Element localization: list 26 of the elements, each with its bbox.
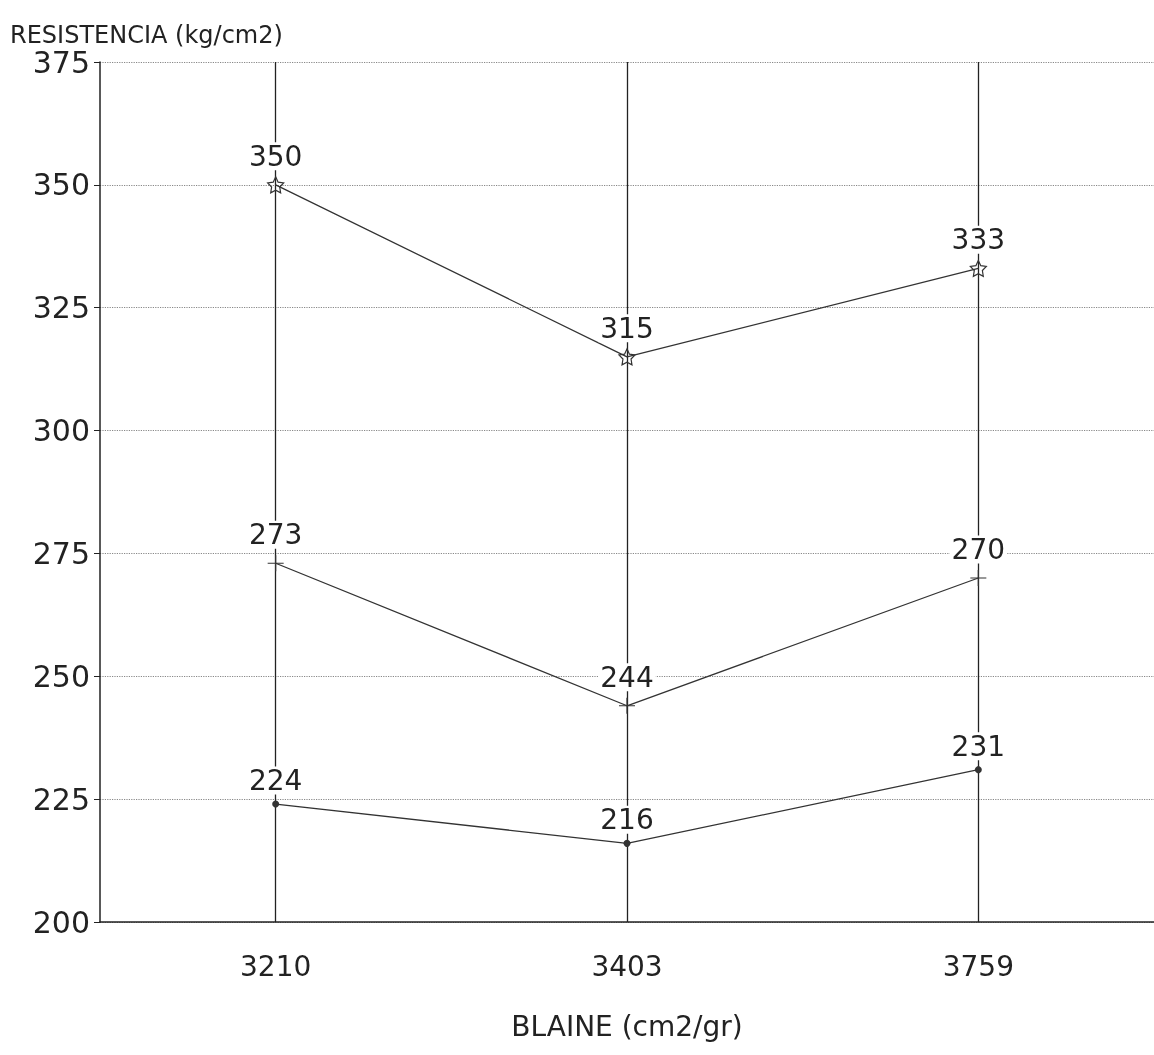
y-tick-label: 300 [32,413,90,449]
point [623,839,631,847]
y-tick-label: 350 [32,167,90,203]
data-label: 270 [951,532,1006,566]
x-tick-label: 3759 [942,949,1014,983]
data-label: 216 [600,803,654,837]
point [974,766,982,774]
point [618,348,636,366]
x-tick-label: 3403 [591,949,663,983]
data-label: 315 [600,311,654,345]
y-tick-label: 275 [32,535,90,571]
data-label: 224 [248,764,303,798]
data-label: 350 [248,139,303,173]
y-tick-label: 225 [32,781,90,817]
point [272,800,280,808]
y-tick-label: 200 [32,904,90,940]
x-tick-label: 3210 [240,949,312,983]
data-label: 231 [951,729,1006,763]
point [969,259,987,277]
point [267,176,285,194]
x-axis-title: BLAINE (cm2/gr) [511,1009,743,1043]
data-label: 333 [951,223,1006,257]
data-label: 244 [600,660,654,694]
y-tick-label: 325 [32,290,90,326]
data-label: 273 [248,518,303,552]
y-tick-label: 250 [32,658,90,694]
